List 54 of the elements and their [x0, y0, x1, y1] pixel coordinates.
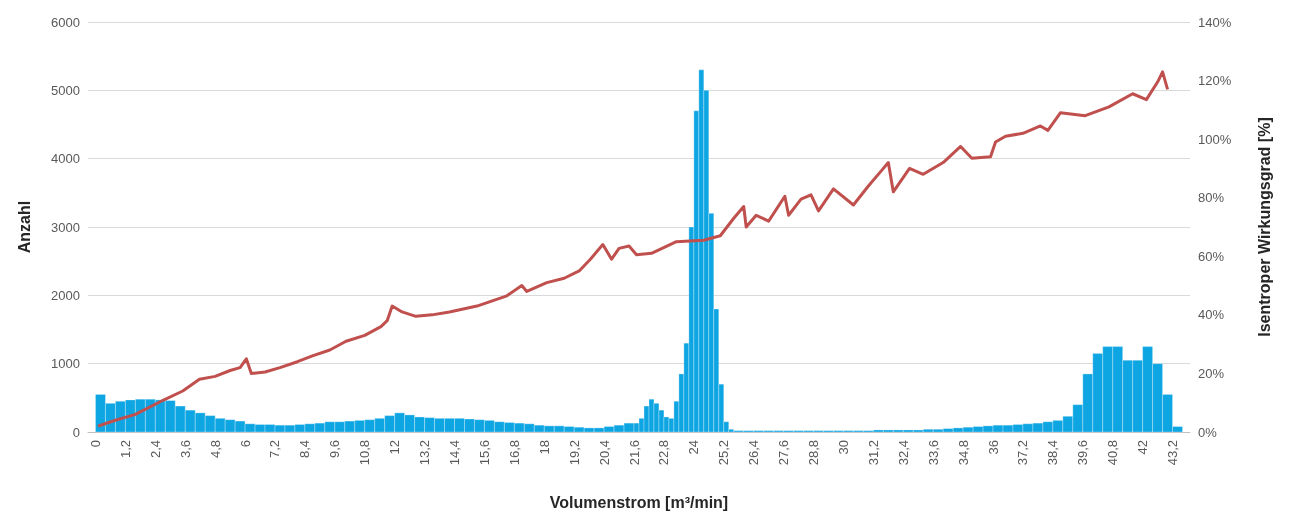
- x-tick-label: 19,2: [566, 440, 582, 466]
- y2-tick-label: 100%: [1198, 131, 1232, 147]
- x-tick-label: 18: [536, 440, 552, 455]
- x-tick-label: 30: [835, 440, 851, 455]
- y-tick-label: 3000: [51, 219, 80, 235]
- x-tick-label: 9,6: [327, 440, 343, 459]
- y-tick-label: 2000: [51, 287, 80, 303]
- y2-tick-label: 40%: [1198, 307, 1225, 323]
- y2-tick-label: 60%: [1198, 248, 1225, 264]
- x-tick-label: 6: [237, 440, 253, 448]
- x-tick-label: 31,2: [865, 440, 881, 466]
- y2-tick-label: 0%: [1198, 424, 1218, 440]
- y2-tick-label: 140%: [1198, 14, 1232, 30]
- y2-tick-label: 20%: [1198, 365, 1225, 381]
- x-tick-label: 37,2: [1015, 440, 1031, 466]
- x-tick-label: 42: [1135, 440, 1151, 455]
- x-tick-label: 36: [985, 440, 1001, 455]
- x-tick-label: 38,4: [1045, 440, 1061, 466]
- y2-tick-label: 80%: [1198, 190, 1225, 206]
- x-tick-label: 13,2: [417, 440, 433, 466]
- x-tick-label: 27,6: [776, 440, 792, 466]
- x-axis-title: Volumenstrom [m³/min]: [549, 493, 729, 511]
- y-tick-label: 5000: [51, 82, 80, 98]
- y2-tick-label: 120%: [1198, 73, 1232, 89]
- x-tick-label: 16,8: [506, 440, 522, 466]
- y-tick-label: 4000: [51, 151, 80, 167]
- x-tick-label: 1,2: [117, 440, 133, 459]
- x-tick-label: 33,6: [925, 440, 941, 466]
- x-tick-label: 21,6: [626, 440, 642, 466]
- x-tick-label: 32,4: [895, 440, 911, 466]
- x-tick-label: 39,6: [1075, 440, 1091, 466]
- y2-axis-title: Isentroper Wirkungsgrad [%]: [1255, 117, 1273, 337]
- y-tick-label: 1000: [51, 356, 80, 372]
- x-tick-label: 15,6: [476, 440, 492, 466]
- x-tick-label: 3,6: [177, 440, 193, 459]
- y-tick-label: 6000: [51, 14, 80, 30]
- x-tick-label: 34,8: [955, 440, 971, 466]
- x-tick-label: 0: [87, 440, 103, 448]
- x-tick-label: 20,4: [596, 440, 612, 466]
- x-tick-label: 43,2: [1165, 440, 1181, 466]
- x-tick-label: 22,8: [656, 440, 672, 466]
- x-tick-label: 40,8: [1105, 440, 1121, 466]
- x-tick-label: 7,2: [267, 440, 283, 459]
- x-tick-label: 2,4: [147, 440, 163, 459]
- x-tick-label: 10,8: [357, 440, 373, 466]
- x-tick-label: 8,4: [297, 440, 313, 459]
- x-tick-label: 14,4: [447, 440, 462, 466]
- y-axis-title: Anzahl: [15, 200, 33, 254]
- x-tick-label: 26,4: [746, 440, 762, 466]
- x-tick-label: 24: [686, 440, 702, 455]
- x-tick-label: 4,8: [207, 440, 223, 459]
- x-tick-label: 12: [387, 440, 403, 455]
- x-tick-label: 25,2: [716, 440, 732, 466]
- x-tick-label: 28,8: [806, 440, 822, 466]
